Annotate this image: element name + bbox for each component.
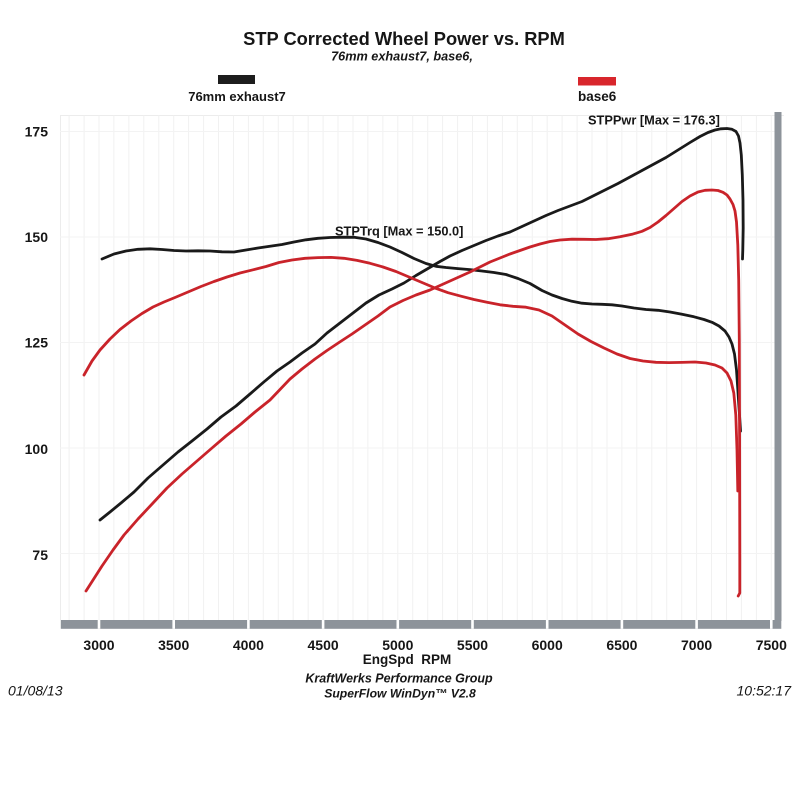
svg-text:76mm exhaust7: 76mm exhaust7	[188, 89, 286, 104]
svg-text:base6: base6	[578, 89, 617, 104]
svg-text:3000: 3000	[83, 637, 114, 653]
svg-text:75: 75	[32, 547, 48, 563]
svg-text:STPTrq [Max = 150.0]: STPTrq [Max = 150.0]	[335, 224, 463, 239]
svg-text:6000: 6000	[532, 637, 563, 653]
svg-text:5500: 5500	[457, 637, 488, 653]
svg-text:6500: 6500	[606, 637, 637, 653]
svg-text:STPPwr [Max = 176.3]: STPPwr [Max = 176.3]	[588, 113, 720, 128]
svg-text:KraftWerks Performance Group: KraftWerks Performance Group	[305, 672, 493, 686]
svg-text:10:52:17: 10:52:17	[737, 683, 793, 699]
svg-text:76mm exhaust7, base6,: 76mm exhaust7, base6,	[331, 50, 473, 64]
svg-text:150: 150	[25, 229, 49, 245]
svg-text:100: 100	[25, 441, 49, 457]
svg-text:EngSpd RPM: EngSpd RPM	[363, 652, 452, 667]
svg-text:4000: 4000	[233, 637, 264, 653]
svg-text:7500: 7500	[756, 637, 787, 653]
svg-text:175: 175	[25, 123, 49, 139]
svg-text:125: 125	[25, 334, 49, 350]
svg-text:01/08/13: 01/08/13	[8, 683, 63, 699]
svg-text:7000: 7000	[681, 637, 712, 653]
svg-text:SuperFlow WinDyn™ V2.8: SuperFlow WinDyn™ V2.8	[324, 687, 476, 701]
svg-text:4500: 4500	[308, 637, 339, 653]
svg-text:3500: 3500	[158, 637, 189, 653]
svg-text:STP Corrected Wheel Power vs.: STP Corrected Wheel Power vs. RPM	[243, 28, 565, 49]
svg-text:5000: 5000	[382, 637, 413, 653]
